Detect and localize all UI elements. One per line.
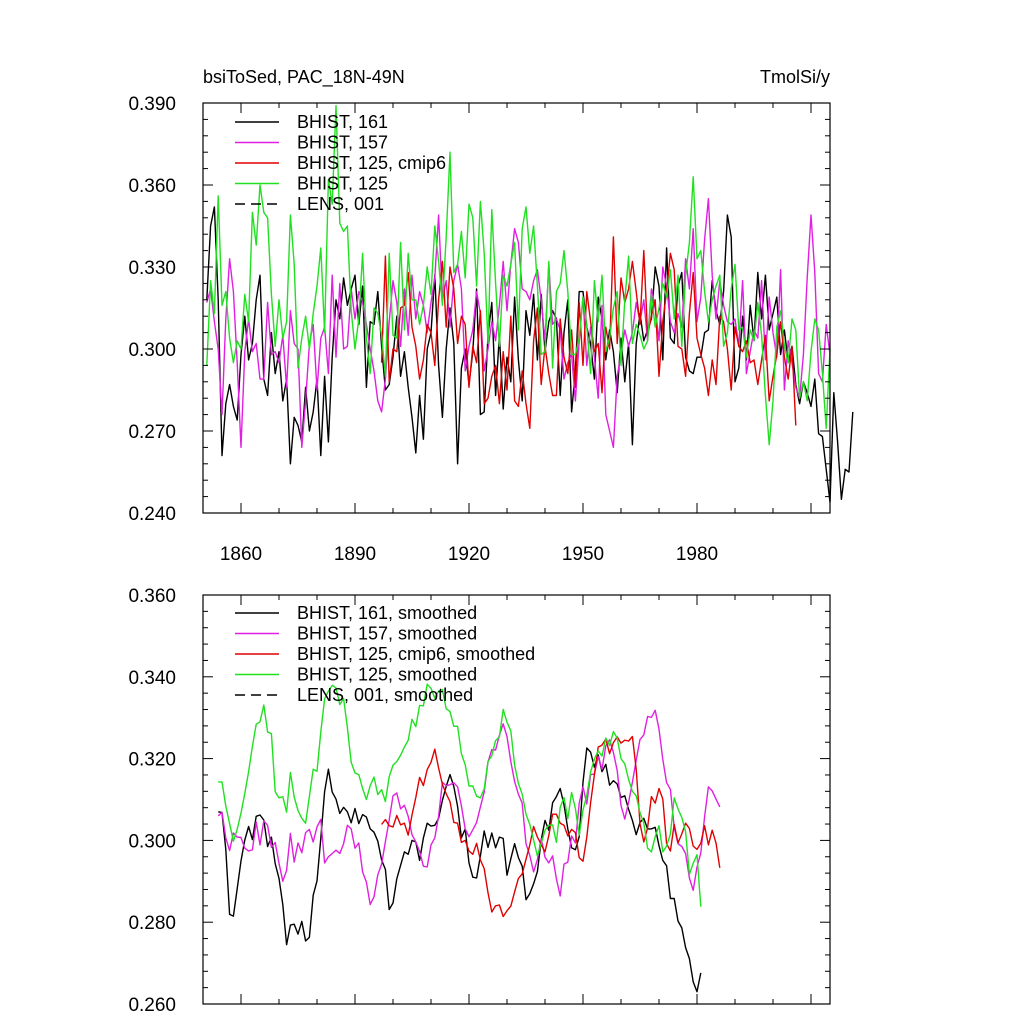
- series-line-bhist-125-cmip6: [380, 236, 797, 429]
- y-tick-label: 0.390: [128, 94, 176, 115]
- legend-label: LENS, 001: [297, 194, 384, 214]
- legend-label: BHIST, 157: [297, 133, 388, 153]
- top-panel-units: TmolSi/y: [760, 67, 830, 87]
- bottom-panel-ticks: 0.360 0.340 0.320 0.300 0.280 0.260: [128, 586, 830, 1016]
- x-tick-label: 1950: [562, 544, 604, 565]
- series-line-bhist-157: [217, 709, 721, 906]
- x-tick-label: 1890: [334, 544, 376, 565]
- series-line-bhist-125: [218, 683, 702, 907]
- legend-label: BHIST, 161, smoothed: [297, 603, 477, 623]
- legend-label: BHIST, 157, smoothed: [297, 624, 477, 644]
- x-tick-label: 1920: [448, 544, 490, 565]
- top-panel: bsiToSed, PAC_18N-49N TmolSi/y 0.390 0.36…: [128, 67, 854, 565]
- y-tick-label: 0.300: [128, 340, 176, 361]
- x-tick-label: 1860: [220, 544, 262, 565]
- y-tick-label: 0.330: [128, 258, 176, 279]
- y-tick-label: 0.340: [128, 668, 176, 689]
- bottom-panel-series: [217, 683, 721, 993]
- legend-label: BHIST, 125: [297, 174, 388, 194]
- top-panel-frame: [202, 102, 831, 514]
- y-tick-label: 0.280: [128, 913, 176, 934]
- top-panel-ticks: 0.390 0.360 0.330 0.300 0.270 0.240 1860 1890 19…: [128, 94, 830, 565]
- y-tick-label: 0.260: [128, 995, 176, 1016]
- top-panel-title: bsiToSed, PAC_18N-49N: [203, 67, 405, 88]
- legend-label: BHIST, 125, cmip6: [297, 153, 446, 173]
- y-tick-label: 0.270: [128, 422, 176, 443]
- legend-label: BHIST, 125, cmip6, smoothed: [297, 644, 535, 664]
- x-tick-label: 1980: [676, 544, 718, 565]
- y-tick-label: 0.300: [128, 831, 176, 852]
- y-tick-label: 0.360: [128, 586, 176, 607]
- series-line-bhist-125: [206, 104, 831, 446]
- y-tick-label: 0.320: [128, 750, 176, 771]
- legend-label: BHIST, 125, smoothed: [297, 665, 477, 685]
- series-line-bhist-161: [218, 747, 702, 993]
- legend-label: LENS, 001, smoothed: [297, 685, 473, 705]
- y-tick-label: 0.240: [128, 504, 176, 525]
- y-tick-label: 0.360: [128, 176, 176, 197]
- bottom-panel: 0.360 0.340 0.320 0.300 0.280 0.260 BHIST, 16…: [128, 586, 831, 1016]
- top-panel-series: [206, 104, 854, 503]
- bottom-panel-frame: [202, 594, 831, 1005]
- legend-label: BHIST, 161: [297, 112, 388, 132]
